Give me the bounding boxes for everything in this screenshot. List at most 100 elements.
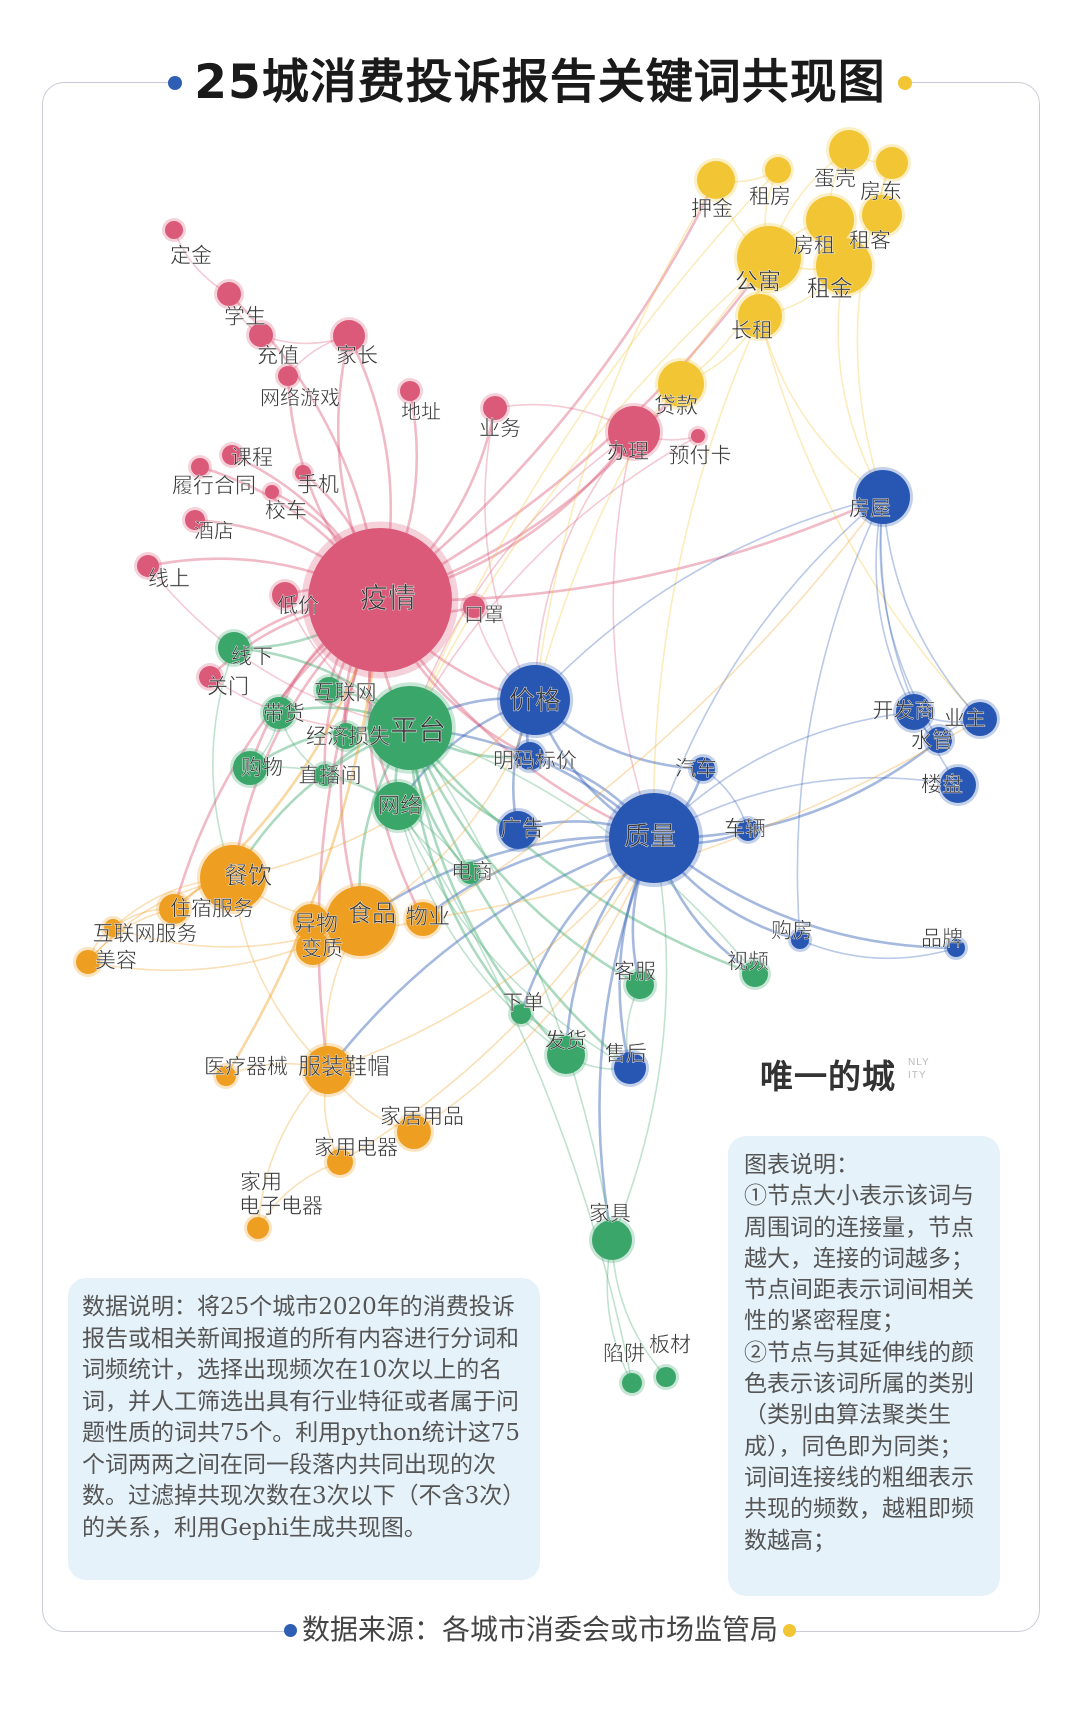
node-label-e789a9e4b89a: 物业 bbox=[406, 905, 450, 930]
node-e4ba92e88194e7bd91 bbox=[316, 677, 342, 703]
node-e69c8de8a385e99e8be5b8bd bbox=[304, 1046, 352, 1094]
node-e8b4ade688bf bbox=[791, 931, 809, 949]
edge-45 bbox=[409, 431, 635, 729]
node-label-e585b3e997a8: 关门 bbox=[207, 675, 249, 699]
edge-118 bbox=[408, 727, 567, 1056]
node-layer bbox=[73, 127, 1000, 1396]
node-e8a786e9a291 bbox=[742, 961, 768, 987]
node-label-e4bd8ee4bbb7: 低价 bbox=[277, 594, 319, 618]
edge-122 bbox=[408, 727, 756, 976]
node-label-e796abe68385: 疫情 bbox=[360, 582, 416, 615]
edge-22 bbox=[379, 495, 884, 602]
title-dot-left bbox=[168, 76, 183, 90]
edge-166 bbox=[422, 496, 884, 920]
node-e4b89ae4b8bb bbox=[963, 702, 997, 736]
edge-158 bbox=[327, 837, 655, 1071]
node-e5aeb6e794a8e794b5e5ad90e794b5e599a8 bbox=[247, 1217, 269, 1239]
node-e794b5e59586 bbox=[459, 862, 481, 884]
node-e9a490e9a5ae bbox=[200, 845, 266, 911]
node-label-e7babfe4b88b: 线下 bbox=[231, 645, 273, 669]
node-label-e8bda6e8be86: 车辆 bbox=[724, 817, 766, 841]
data-description-note: 数据说明：将25个城市2020年的消费投诉报告或相关新闻报道的所有内容进行分词和… bbox=[68, 1278, 540, 1580]
node-e9a284e4bb98e58da1 bbox=[691, 429, 705, 443]
node-label-e594aee5908e: 售后 bbox=[605, 1042, 647, 1066]
node-label-e4bbb7e6a0bc: 价格 bbox=[509, 686, 561, 716]
edge-138 bbox=[397, 805, 633, 1384]
edge-32 bbox=[379, 179, 718, 602]
node-label-e7a79fe688bf: 租房 bbox=[749, 185, 791, 209]
node-e8afbee7a88b bbox=[222, 445, 242, 465]
node-label-e9a39fe59381: 食品 bbox=[348, 900, 396, 928]
node-e5bc82e789a9 bbox=[293, 904, 329, 940]
node-e69dbfe69d90 bbox=[656, 1367, 676, 1387]
node-label-e7babfe4b88a: 线上 bbox=[148, 567, 190, 591]
node-label-e4ba92e88194e7bd91e69c8de58aa1: 互联网服务 bbox=[93, 922, 198, 946]
node-label-e68abce98791: 押金 bbox=[691, 197, 733, 221]
edge-165 bbox=[360, 699, 536, 922]
node-e8bda6e8be86 bbox=[737, 819, 759, 841]
node-label-e58fa3e7bda9: 口罩 bbox=[464, 603, 504, 627]
edge-127 bbox=[397, 805, 631, 1069]
node-label-e5b1a5e8a18ce59088e5908c: 履行合同 bbox=[172, 474, 256, 498]
node-label-e688bfe7a79f: 房租 bbox=[793, 234, 835, 258]
node-e7bd91e7bb9ce6b8b8e6888f bbox=[278, 366, 298, 386]
node-label-e4b89ae4b8bb: 业主 bbox=[944, 707, 986, 731]
edge-160 bbox=[413, 837, 655, 1133]
node-label-e58cbbe79697e599a8e6a2b0: 医疗器械 bbox=[204, 1055, 288, 1079]
node-label-e5b8a6e8b4a7: 带货 bbox=[263, 702, 305, 726]
node-label-e5b9b3e58fb0: 平台 bbox=[390, 714, 446, 747]
node-label-e58585e580bc: 充值 bbox=[257, 344, 299, 368]
node-label-e8b4ade789a9: 购物 bbox=[241, 756, 283, 780]
node-label-e8afbee7a88b: 课程 bbox=[231, 446, 273, 470]
node-label-e6a5bce79b98: 楼盘 bbox=[921, 773, 963, 797]
node-e5b8a6e8b4a7 bbox=[263, 697, 295, 729]
node-label-e7be8ee5aeb9: 美容 bbox=[95, 949, 137, 973]
edge-167 bbox=[422, 718, 981, 920]
node-e58fa3e7bda9 bbox=[463, 596, 485, 618]
node-e5aeb6e585b7 bbox=[592, 1220, 632, 1260]
edge-95 bbox=[598, 837, 656, 1241]
edge-136 bbox=[611, 837, 668, 1241]
data-description-text: 数据说明：将25个城市2020年的消费投诉报告或相关新闻报道的所有内容进行分词和… bbox=[82, 1294, 526, 1541]
brand-sub-line1: NLY bbox=[908, 1057, 930, 1068]
node-e7a79fe688bf bbox=[765, 157, 791, 183]
node-label-e6a0a1e8bda6: 校车 bbox=[265, 499, 307, 523]
node-label-e5bc80e58f91e59586: 开发商 bbox=[873, 699, 936, 723]
node-label-e8b4b7e6acbe: 贷款 bbox=[654, 394, 698, 419]
node-label-e9a284e4bb98e58da1: 预付卡 bbox=[669, 444, 732, 468]
node-e585ace5af93 bbox=[737, 226, 801, 290]
node-e5aea2e69c8d bbox=[626, 971, 654, 999]
node-e7bd91e7bb9c bbox=[374, 782, 422, 830]
page-title-text: 25城消费投诉报告关键词共现图 bbox=[194, 55, 886, 110]
node-e58a9ee79086 bbox=[608, 406, 660, 458]
node-label-e6b0b4e7aea1: 水管 bbox=[911, 729, 953, 753]
node-e6a0a1e8bda6 bbox=[265, 485, 279, 499]
node-label-e4b89ae58aa1: 业务 bbox=[479, 417, 521, 441]
node-label-e7bd91e7bb9ce6b8b8e6888f: 网络游戏 bbox=[260, 386, 340, 410]
node-e5b9b3e58fb0 bbox=[368, 686, 452, 770]
node-e5ae9ae98791 bbox=[165, 221, 183, 239]
node-e98592e5ba97 bbox=[185, 510, 205, 530]
node-label-e688bfe4b89c: 房东 bbox=[860, 180, 902, 204]
node-label-e59cb0e59d80: 地址 bbox=[401, 400, 441, 424]
node-e5bc80e58f91e59586 bbox=[896, 694, 932, 730]
node-label-e5aeb6e5b185e794a8e59381: 家居用品 bbox=[380, 1105, 464, 1129]
edge-137 bbox=[409, 727, 613, 1241]
node-label-e9a490e9a5ae: 餐饮 bbox=[224, 862, 272, 890]
node-label-e7a79fe5aea2: 租客 bbox=[849, 229, 891, 253]
node-label-e995bfe7a79f: 长租 bbox=[731, 319, 773, 343]
node-e7be8ee5aeb9 bbox=[76, 950, 100, 974]
node-label-e58a9ee79086: 办理 bbox=[607, 440, 649, 464]
legend-note: 图表说明： ①节点大小表示该词与周围词的连接量，节点越大，连接的词越多；节点间距… bbox=[728, 1136, 1000, 1596]
node-label-e5aeb6e794a8e794b5e5ad90e794b5e599a8: 家用电子电器 bbox=[239, 1170, 323, 1218]
node-e5b1a5e8a18ce59088e5908c bbox=[191, 458, 209, 476]
node-label-e5ada6e7949f: 学生 bbox=[224, 305, 266, 329]
edge-139 bbox=[409, 727, 756, 975]
node-e58cbbe79697e599a8e6a2b0 bbox=[216, 1066, 236, 1086]
edge-61 bbox=[534, 257, 770, 701]
title-dot-right bbox=[897, 76, 912, 90]
node-label-e89b8be5a3b3: 蛋壳 bbox=[814, 167, 856, 191]
source-dot-left bbox=[283, 1624, 297, 1637]
edge-20 bbox=[379, 257, 771, 602]
